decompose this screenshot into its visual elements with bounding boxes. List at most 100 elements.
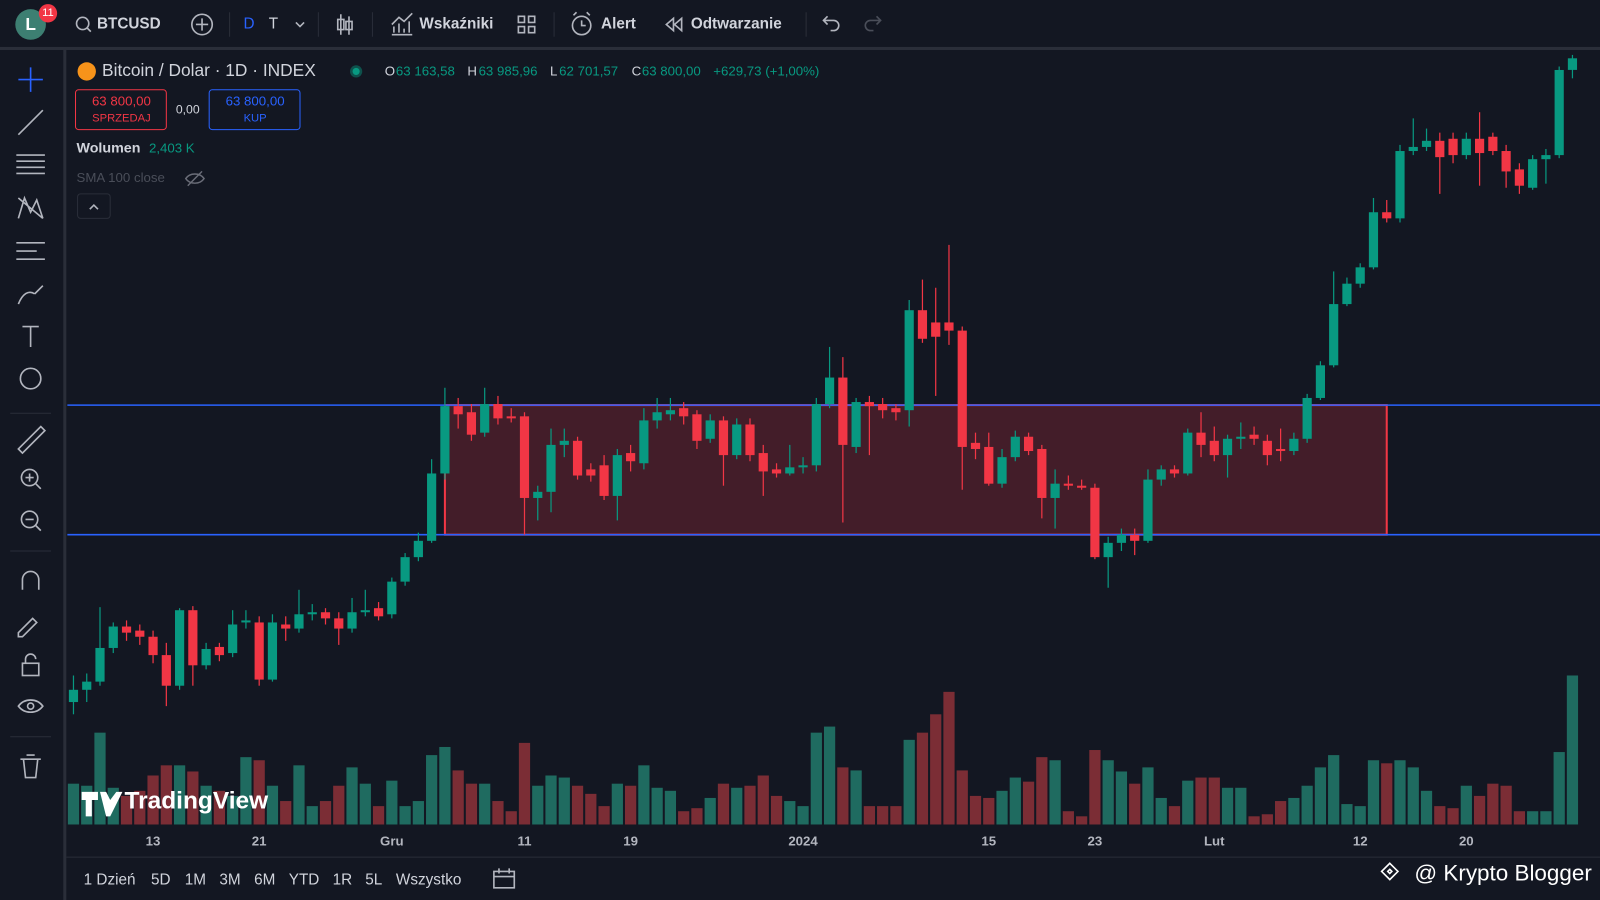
ohlc-key: C [632,63,642,78]
volume-bar [638,765,650,825]
candle-body [480,404,490,433]
logo [81,791,123,817]
magnet-tool[interactable] [21,570,40,590]
candle-body [1355,267,1365,284]
volume-bar [1129,783,1141,825]
volume-bar [996,790,1008,825]
date-range-icon[interactable] [493,868,516,889]
zoom-in[interactable] [20,468,39,487]
ruler-tool[interactable] [17,425,47,455]
symbol[interactable]: BTCUSD [97,16,161,33]
zoom-out[interactable] [20,510,39,529]
buy-button[interactable] [208,89,301,131]
volume-bar [67,783,80,825]
volume-bar [1407,767,1419,825]
candle-body [1103,542,1113,558]
candle-body [373,608,384,617]
candle-body [546,444,556,492]
candle-body [267,622,278,680]
volume-bar [930,714,942,825]
candle-body [1528,159,1538,188]
candle-body [1448,138,1458,156]
candle-body [626,453,636,462]
volume-bar [611,783,623,825]
emoji-tool[interactable] [19,367,42,390]
lock-tool[interactable] [21,662,40,677]
range-button[interactable]: 1R [333,872,353,889]
x-tick-label: 11 [517,833,531,848]
chart-type-icon[interactable] [336,14,353,35]
redo[interactable] [864,15,882,32]
candle-body [1554,69,1564,156]
sell-button[interactable] [75,89,167,131]
visibility-tool[interactable] [17,699,44,714]
indicators-button[interactable]: Wskaźniki [419,16,493,33]
candle-body [400,557,410,582]
alert-icon [571,15,592,36]
candle-body [665,410,675,415]
volume-bar [571,785,584,825]
volume-bar [916,732,929,825]
volume-bar [664,790,677,825]
interval[interactable]: D [243,16,254,33]
replay-button[interactable]: Odtwarzanie [691,16,782,33]
delete-tool[interactable] [20,754,41,779]
range-button[interactable]: Wszystko [396,872,461,889]
pattern-tool[interactable] [17,195,44,219]
range-button[interactable]: 3M [219,872,240,889]
volume-bar [1076,816,1088,825]
candle-body [586,469,596,476]
top-toolbar [0,0,1600,47]
candle-body [1077,485,1087,488]
avatar[interactable] [15,9,46,40]
range-zone [443,404,1388,536]
range-button[interactable]: 1 Dzień [84,872,136,889]
projection-tool[interactable] [16,242,45,260]
interval[interactable]: T [269,16,278,33]
x-tick-label: 13 [146,833,161,848]
range-button[interactable]: 5D [151,872,171,889]
text-tool[interactable] [22,325,39,347]
range-button[interactable]: 5L [365,872,382,889]
volume-bar [1341,804,1353,825]
candle-body [466,412,477,435]
volume-bar [651,787,663,825]
candle-body [1488,136,1498,152]
add-icon[interactable] [191,13,214,36]
crosshair-tool[interactable] [18,67,43,92]
range-button[interactable]: 6M [254,872,275,889]
volume-bar [266,785,279,825]
candle-body [1169,469,1180,474]
undo[interactable] [822,15,840,32]
volume-indicator-value: 2,403 K [149,140,195,155]
volume-bar [306,806,318,825]
trend-line-tool[interactable] [17,109,44,136]
chevron[interactable] [295,21,305,28]
candle-body [1567,58,1578,70]
ohlc-value: 62 701,57 [559,63,618,78]
range-button[interactable]: YTD [289,872,320,889]
layout-icon[interactable] [517,15,536,34]
candle-body [82,681,92,690]
candle-body [1143,479,1153,541]
volume-bar [1142,767,1154,825]
candle-body [1421,140,1432,147]
lock-drawing[interactable] [17,617,38,638]
volume-bar [770,795,783,825]
range-bar: 1 Dzień 5D 1M 3M 6M YTD 1R 5L Wszystko [84,872,462,889]
volume-bar [1155,797,1167,825]
fib-tool[interactable] [16,154,45,175]
range-button[interactable]: 1M [185,872,206,889]
candle-body [533,491,543,498]
hidden-icon[interactable] [184,170,205,187]
volume-bar [678,811,690,825]
volume-bar [823,726,836,825]
candle-body [148,636,158,656]
volume-bar [1553,752,1565,825]
brush-tool[interactable] [17,285,44,305]
alert-button[interactable]: Alert [601,16,636,33]
volume-bar [1566,675,1579,825]
market-status [352,67,360,75]
volume-bar [426,755,438,825]
volume-bar [1221,787,1234,825]
